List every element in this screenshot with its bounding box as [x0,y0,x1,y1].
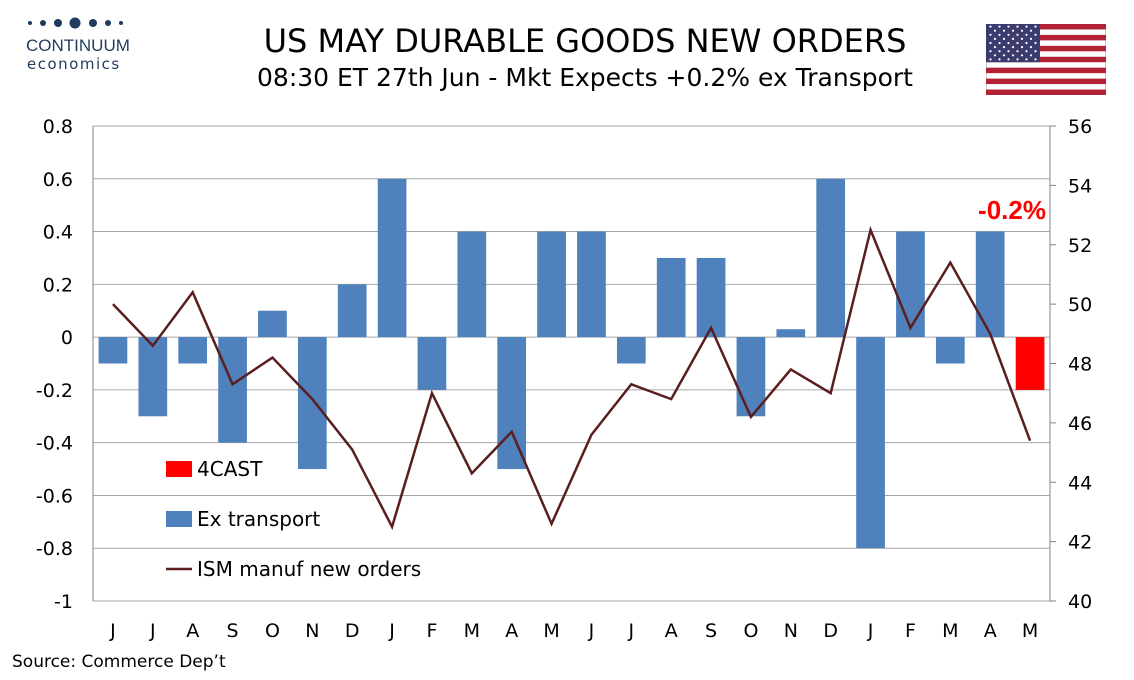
dots-logo-icon [28,17,123,29]
y-left-tick-label: 0.2 [43,274,73,296]
x-tick-label: N [784,620,798,642]
ex-transport-bar [577,231,606,338]
y-left-tick-label: -0.2 [36,380,73,402]
y-left-tick-label: -0.8 [36,538,73,560]
y-left-tick-label: 0.4 [43,222,73,244]
x-tick-label: S [227,620,239,642]
ex-transport-bar [856,337,885,549]
ex-transport-bar [935,337,965,364]
x-tick-label: A [984,620,997,642]
x-tick-label: M [543,620,559,642]
y-left-tick-label: 0 [61,327,73,349]
y-right-tick-label: 44 [1068,472,1092,494]
ism-line [112,225,1032,531]
continuum-logo: CONTINUUM economics [12,14,142,84]
ex-transport-bar [736,337,766,417]
y-left-tick-label: -1 [54,591,73,613]
forecast-bar [1015,337,1045,390]
ex-transport-bar [975,231,1005,338]
ex-transport-bar [337,284,367,338]
logo-sub: economics [27,55,121,73]
x-tick-label: F [905,620,916,642]
x-tick-label: O [743,620,758,642]
x-tick-label: J [628,620,635,642]
x-tick-label: M [464,620,480,642]
ex-transport-bar [218,337,247,443]
x-tick-label: D [823,620,838,642]
ex-transport-bar [98,337,128,364]
source-note: Source: Commerce Dep’t [12,652,226,672]
ex-transport-bar [616,337,646,364]
x-tick-label: F [426,620,437,642]
x-tick-label: J [867,620,874,642]
legend-label: Ex transport [197,507,320,531]
legend-swatch [166,511,192,527]
x-tick-label: A [505,620,518,642]
page-title: US MAY DURABLE GOODS NEW ORDERS [263,22,907,60]
ex-transport-bar [696,257,726,338]
x-tick-label: M [1022,620,1038,642]
ex-transport-bar [457,231,487,338]
x-tick-label: M [942,620,958,642]
y-right-tick-label: 46 [1068,413,1092,435]
legend-label: ISM manuf new orders [197,557,421,581]
ex-transport-bar [417,337,447,390]
logo-name: CONTINUUM [26,36,130,55]
x-tick-label: J [588,620,595,642]
y-left-tick-label: -0.6 [36,485,73,507]
y-right-tick-label: 52 [1068,235,1092,257]
ex-transport-bar [816,178,846,338]
y-left-tick-label: -0.4 [36,433,73,455]
y-right-tick-label: 40 [1068,591,1092,613]
y-right-tick-label: 56 [1068,116,1092,138]
x-tick-label: J [388,620,395,642]
x-tick-label: N [305,620,319,642]
us-flag-icon [986,24,1106,95]
y-right-tick-label: 54 [1068,175,1092,197]
x-tick-label: O [265,620,280,642]
x-tick-label: A [665,620,678,642]
y-right-tick-label: 48 [1068,354,1092,376]
page-subtitle: 08:30 ET 27th Jun - Mkt Expects +0.2% ex… [257,63,913,92]
ex-transport-bar [896,231,925,338]
y-left-tick-label: 0.6 [43,169,73,191]
x-tick-label: J [109,620,116,642]
y-right-tick-label: 42 [1068,532,1092,554]
ex-transport-bar [537,231,566,338]
x-tick-label: J [149,620,156,642]
ex-transport-bar [776,329,806,338]
ex-transport-bar [497,337,527,470]
ex-transport-bar [258,310,287,338]
ex-transport-bar [297,337,327,470]
x-tick-label: A [186,620,199,642]
ex-transport-bar [377,178,407,338]
legend-label: 4CAST [197,457,263,481]
x-tick-label: D [345,620,360,642]
x-tick-label: S [705,620,717,642]
y-right-tick-label: 50 [1068,294,1092,316]
y-left-tick-label: 0.8 [43,116,73,138]
ex-transport-bar [656,257,686,338]
ex-transport-bar [178,337,208,364]
ex-transport-bar [138,337,168,417]
legend-swatch [166,461,192,477]
forecast-callout: -0.2% [978,195,1046,225]
